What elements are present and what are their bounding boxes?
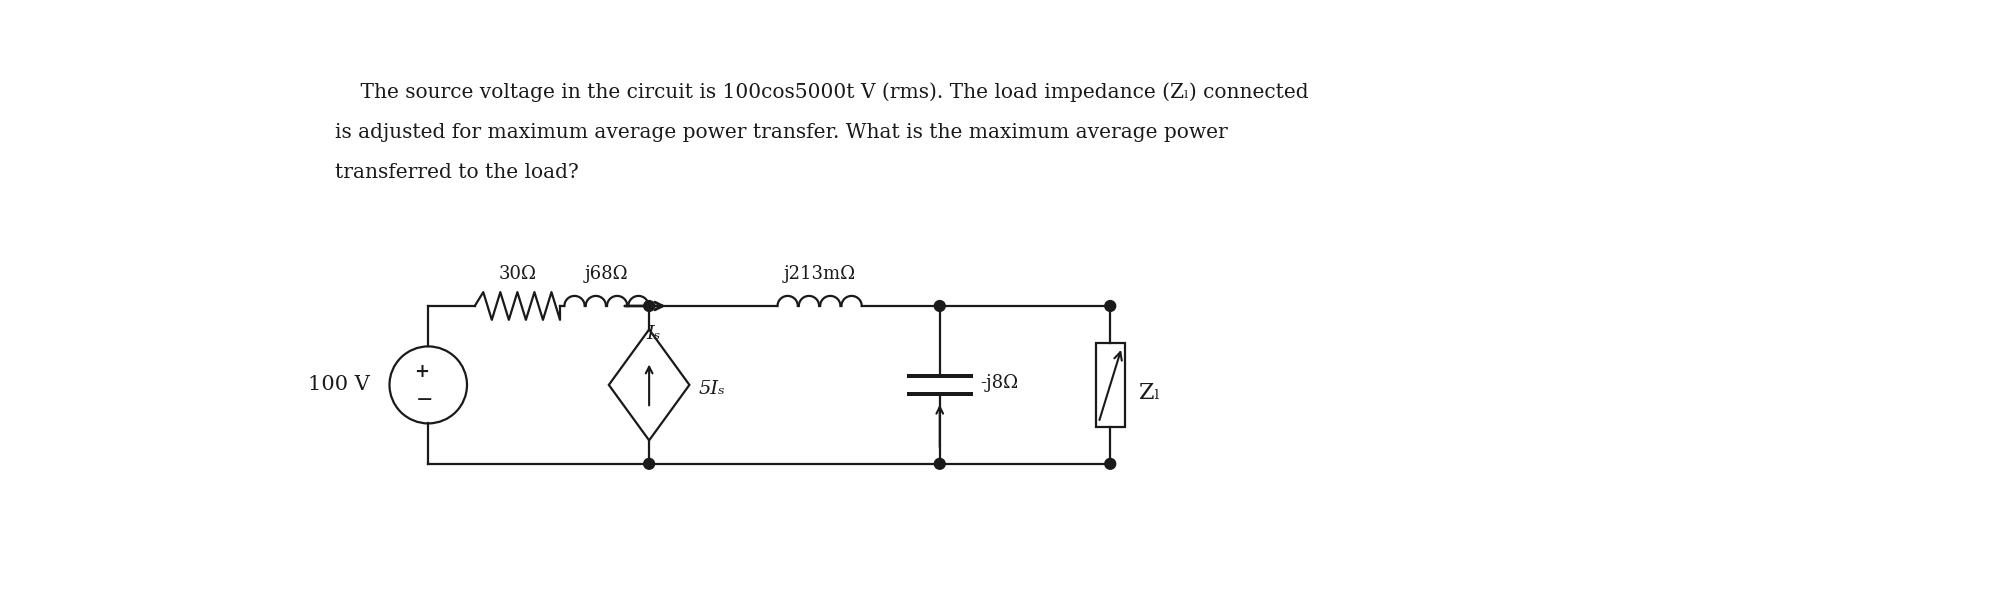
Text: −: −: [416, 391, 434, 410]
Text: -j8Ω: -j8Ω: [980, 375, 1018, 392]
Text: 5Iₛ: 5Iₛ: [698, 380, 726, 398]
Text: 100 V: 100 V: [308, 375, 370, 394]
Circle shape: [644, 300, 654, 312]
Text: The source voltage in the circuit is 100cos5000t V (rms). The load impedance (Zₗ: The source voltage in the circuit is 100…: [336, 83, 1308, 102]
Text: +: +: [414, 363, 430, 381]
Text: transferred to the load?: transferred to the load?: [336, 163, 580, 182]
Text: is adjusted for maximum average power transfer. What is the maximum average powe: is adjusted for maximum average power tr…: [336, 123, 1228, 142]
Circle shape: [644, 458, 654, 469]
Text: 30Ω: 30Ω: [498, 265, 536, 283]
Bar: [1096, 343, 1124, 427]
Circle shape: [1104, 458, 1116, 469]
Circle shape: [1104, 300, 1116, 312]
Text: Zₗ: Zₗ: [1138, 382, 1160, 403]
Circle shape: [934, 458, 946, 469]
Text: Iₛ: Iₛ: [646, 325, 660, 343]
Text: j213mΩ: j213mΩ: [784, 265, 856, 283]
Circle shape: [934, 300, 946, 312]
Text: j68Ω: j68Ω: [584, 265, 628, 283]
